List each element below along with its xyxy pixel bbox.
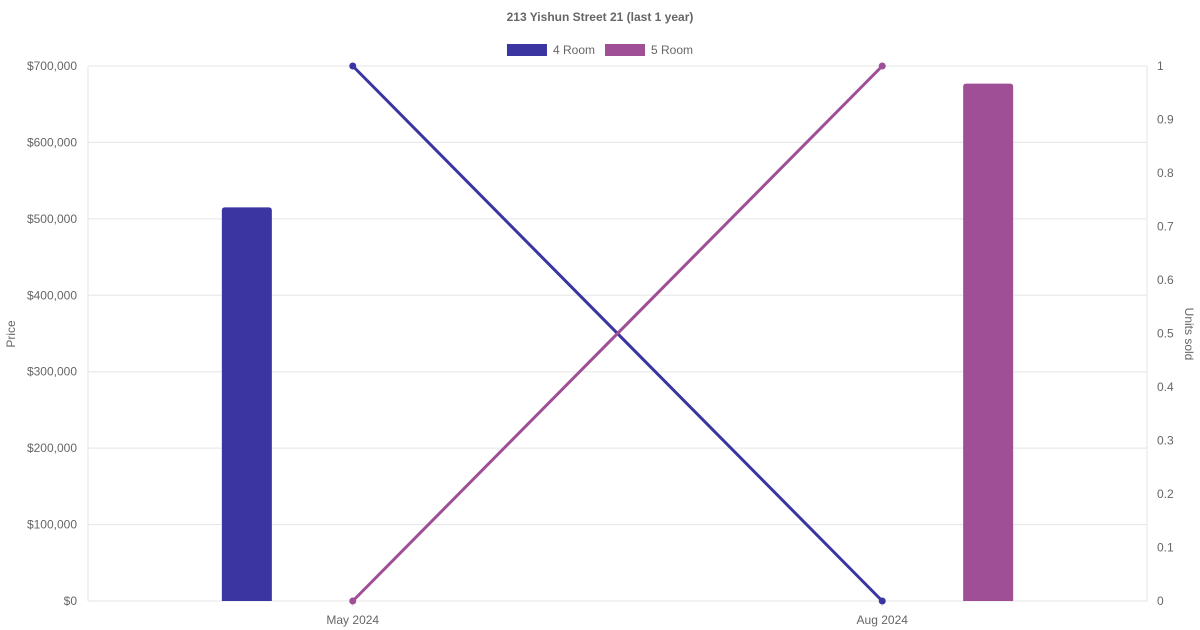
- legend-label: 5 Room: [651, 43, 693, 57]
- line-point[interactable]: [878, 597, 886, 605]
- left-tick-label: $400,000: [27, 288, 77, 302]
- right-y-axis: 0 0.1 0.2 0.3 0.4 0.5 0.6 0.7 0.8 0.9 1: [1157, 59, 1174, 608]
- left-tick-label: $500,000: [27, 212, 77, 226]
- right-tick-label: 0.6: [1157, 273, 1174, 287]
- bar-5-room[interactable]: [963, 83, 1014, 602]
- line-point[interactable]: [349, 597, 357, 605]
- chart-title: 213 Yishun Street 21 (last 1 year): [507, 10, 694, 24]
- right-axis-title: Units sold: [1182, 308, 1196, 361]
- left-tick-label: $600,000: [27, 135, 77, 149]
- right-tick-label: 0.9: [1157, 113, 1174, 127]
- legend-label: 4 Room: [553, 43, 595, 57]
- legend-item-5-room[interactable]: 5 Room: [605, 43, 693, 57]
- bar-series: [221, 83, 1014, 602]
- legend-swatch: [506, 44, 547, 56]
- x-axis: May 2024 Aug 2024: [326, 601, 908, 627]
- right-tick-label: 0.5: [1157, 327, 1174, 341]
- right-tick-label: 0.3: [1157, 434, 1174, 448]
- left-tick-label: $100,000: [27, 518, 77, 532]
- x-tick-label: May 2024: [326, 613, 379, 627]
- right-tick-label: 0.4: [1157, 380, 1174, 394]
- line-point[interactable]: [349, 62, 357, 70]
- left-axis-title: Price: [4, 320, 18, 348]
- right-tick-label: 0.2: [1157, 487, 1174, 501]
- right-tick-label: 0: [1157, 594, 1164, 608]
- right-tick-label: 1: [1157, 59, 1164, 73]
- legend: 4 Room 5 Room: [506, 43, 693, 57]
- x-tick-label: Aug 2024: [857, 613, 909, 627]
- line-point[interactable]: [878, 62, 886, 70]
- right-tick-label: 0.8: [1157, 166, 1174, 180]
- line-series: [349, 62, 886, 605]
- left-tick-label: $0: [64, 594, 78, 608]
- left-tick-label: $700,000: [27, 59, 77, 73]
- legend-item-4-room[interactable]: 4 Room: [506, 43, 595, 57]
- right-tick-label: 0.7: [1157, 220, 1174, 234]
- line-5-room: [351, 64, 884, 603]
- legend-swatch: [605, 44, 645, 56]
- left-tick-label: $200,000: [27, 441, 77, 455]
- right-tick-label: 0.1: [1157, 541, 1174, 555]
- left-tick-label: $300,000: [27, 365, 77, 379]
- bar-4-room[interactable]: [221, 207, 272, 601]
- left-y-axis: $0 $100,000 $200,000 $300,000 $400,000 $500,0…: [27, 59, 77, 608]
